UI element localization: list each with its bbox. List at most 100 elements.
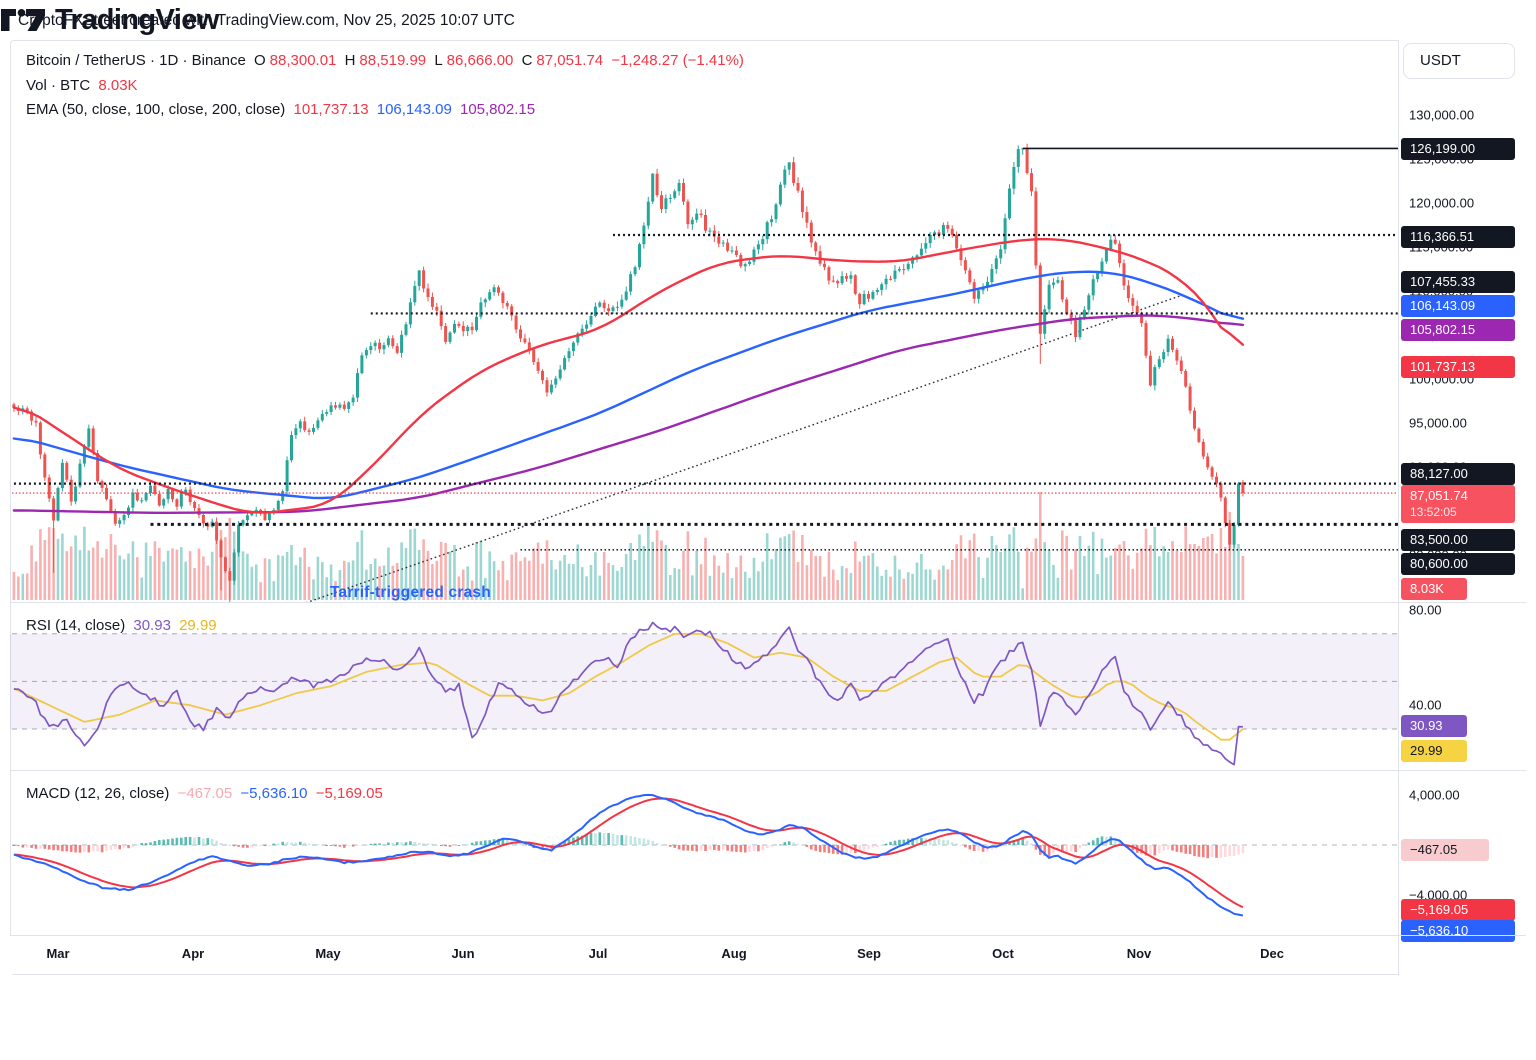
volume-bar <box>448 551 452 600</box>
volume-bar <box>409 529 412 600</box>
macd-histogram-bar <box>69 845 73 852</box>
candle-body <box>567 351 571 359</box>
candle-body <box>823 263 826 268</box>
macd-histogram-bar <box>959 845 963 846</box>
candle-body <box>1038 265 1042 334</box>
macd-histogram-bar <box>739 845 743 853</box>
macd-pane[interactable] <box>12 793 1398 917</box>
macd-histogram-bar <box>484 840 487 845</box>
candle-body <box>607 308 611 312</box>
volume-bar <box>144 542 148 600</box>
volume-bar <box>272 581 276 600</box>
price-axis[interactable]: 130,000.00125,000.00120,000.00115,000.00… <box>1399 40 1526 975</box>
macd-histogram-bar <box>937 838 941 845</box>
candle-body <box>351 397 355 403</box>
volume-bar <box>268 559 271 600</box>
price-badge: 126,199.00 <box>1401 138 1515 160</box>
macd-histogram-bar <box>1149 845 1152 856</box>
candle-body <box>1153 367 1157 386</box>
macd-histogram-bar <box>118 845 121 850</box>
volume-legend[interactable]: Vol · BTC 8.03K <box>26 77 142 94</box>
candle-body <box>734 250 738 255</box>
macd-histogram-bar <box>1219 845 1223 858</box>
rsi-pane[interactable] <box>10 621 1398 766</box>
macd-histogram-bar <box>1241 845 1245 854</box>
macd-histogram-bar <box>832 845 835 854</box>
macd-histogram-bar <box>250 845 254 848</box>
ema100-value: 106,143.09 <box>376 101 452 118</box>
candle-body <box>968 270 972 283</box>
rsi-legend[interactable]: RSI (14, close) 30.93 29.99 <box>26 617 221 634</box>
volume-bar <box>166 550 170 600</box>
volume-bar <box>541 563 544 600</box>
macd-line <box>13 793 1244 917</box>
volume-bar <box>422 539 425 600</box>
ema-legend[interactable]: EMA (50, close, 100, close, 200, close) … <box>26 101 539 118</box>
candle-body <box>87 428 91 447</box>
change-value: −1,248.27 (−1.41%) <box>611 52 744 69</box>
candle-body <box>1091 279 1095 296</box>
macd-histogram-bar <box>202 838 205 845</box>
macd-histogram-bar <box>1078 845 1082 849</box>
volume-bar <box>845 568 848 600</box>
macd-histogram-bar <box>1166 845 1170 850</box>
candle-body <box>611 307 615 312</box>
currency-button[interactable]: USDT <box>1403 43 1515 79</box>
candle-body <box>1171 338 1174 350</box>
macd-histogram-bar <box>488 840 491 845</box>
macd-histogram-bar <box>955 843 958 845</box>
candle-body <box>906 263 910 270</box>
candle-body <box>157 494 161 506</box>
candle-body <box>1104 249 1108 262</box>
volume-bar <box>1237 544 1240 600</box>
trendline[interactable] <box>256 294 1182 620</box>
volume-bar <box>1228 512 1231 600</box>
macd-legend[interactable]: MACD (12, 26, close) −467.05 −5,636.10 −… <box>26 785 387 802</box>
time-axis[interactable]: Mar Apr May Jun Jul Aug Sep Oct Nov Dec <box>10 936 1398 974</box>
candle-body <box>1047 284 1051 310</box>
volume-bar <box>307 566 311 600</box>
volume-bar <box>382 565 386 600</box>
volume-bar <box>1175 550 1179 600</box>
macd-histogram-bar <box>444 845 447 847</box>
macd-histogram-bar <box>858 845 861 852</box>
macd-histogram-bar <box>942 839 945 845</box>
macd-histogram-bar <box>413 841 417 845</box>
macd-histogram-bar <box>149 842 152 845</box>
volume-bar <box>933 579 936 600</box>
macd-histogram-bar <box>74 845 77 853</box>
candle-body <box>937 232 941 235</box>
volume-bar <box>1188 544 1192 600</box>
candle-body <box>298 421 302 429</box>
volume-bar <box>281 555 284 600</box>
price-badge: 83,500.00 <box>1401 529 1515 551</box>
price-pane[interactable] <box>12 143 1398 621</box>
volume-bar <box>400 542 403 600</box>
candle-body <box>497 287 500 293</box>
macd-histogram-bar <box>312 844 315 846</box>
volume-bar <box>880 575 883 600</box>
volume-bar <box>708 575 712 600</box>
macd-histogram-bar <box>1215 845 1218 858</box>
candle-body <box>1056 280 1060 283</box>
volume-bar <box>893 555 897 600</box>
macd-histogram-bar <box>237 845 240 847</box>
volume-bar <box>787 534 791 600</box>
volume-bar <box>867 555 870 600</box>
candle-body <box>34 420 38 423</box>
candle-body <box>386 338 390 346</box>
candle-body <box>175 499 179 507</box>
candle-body <box>1135 305 1139 313</box>
pane-separator[interactable] <box>10 770 1526 771</box>
macd-histogram-bar <box>290 842 293 845</box>
candle-body <box>748 261 752 264</box>
chart-annotation[interactable]: Tarrif-triggered crash <box>330 584 491 601</box>
volume-bar <box>294 565 298 600</box>
pane-separator[interactable] <box>10 602 1526 603</box>
candle-body <box>646 201 650 226</box>
macd-histogram-bar <box>1171 845 1174 851</box>
symbol-legend[interactable]: Bitcoin / TetherUS · 1D · Binance O 88,30… <box>26 52 748 69</box>
tradingview-footer[interactable]: TradingView <box>0 0 500 40</box>
volume-bar <box>1219 528 1223 600</box>
